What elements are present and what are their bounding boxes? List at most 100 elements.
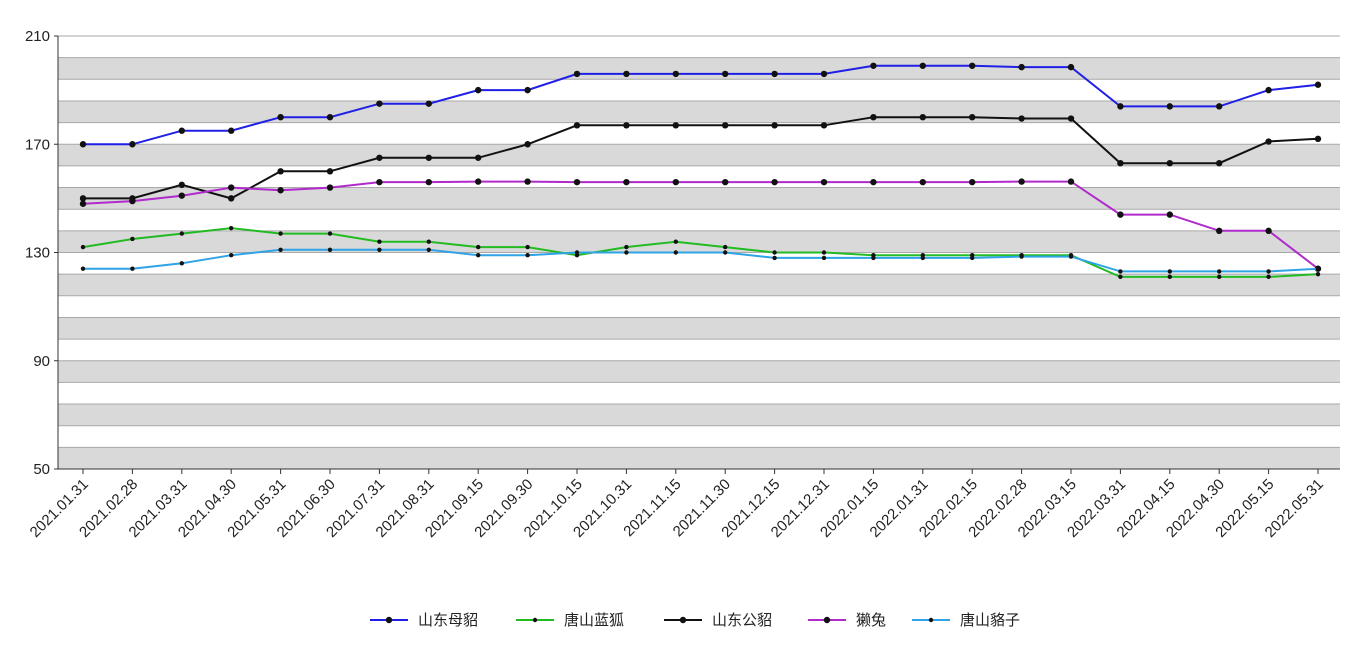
data-series (79, 62, 1322, 280)
data-point (969, 113, 976, 121)
data-point (672, 122, 679, 129)
data-point (574, 250, 580, 255)
legend-label: 唐山貉子 (960, 611, 1020, 629)
data-point (376, 154, 383, 161)
legend-marker (385, 616, 393, 624)
data-point (969, 62, 976, 69)
grid-bands (58, 57, 1340, 469)
data-point (623, 70, 630, 78)
data-point (1216, 103, 1223, 110)
data-point (475, 86, 482, 94)
data-point (475, 154, 482, 161)
data-point (525, 244, 530, 250)
data-point (871, 255, 876, 261)
legend-label: 山东母貂 (418, 611, 478, 629)
series-line (83, 64, 1319, 146)
data-point (476, 253, 481, 258)
data-point (229, 253, 234, 258)
data-point (623, 122, 630, 129)
series-line (82, 180, 1319, 270)
data-point (1068, 254, 1074, 259)
data-point (1166, 211, 1174, 218)
data-point (326, 184, 334, 191)
data-point (722, 122, 729, 129)
data-point (524, 178, 531, 185)
data-point (524, 86, 531, 94)
data-point (1118, 269, 1123, 274)
data-point (1315, 266, 1321, 271)
y-tick-label: 50 (33, 461, 50, 478)
series-line (83, 116, 1319, 200)
data-point (425, 100, 432, 107)
series-line (83, 248, 1319, 273)
data-point (821, 255, 827, 261)
data-point (475, 178, 482, 185)
grid-band (58, 57, 1340, 80)
data-point (476, 244, 481, 250)
grid-band (58, 230, 1340, 253)
x-axis: 2021.01.312021.02.282021.03.312021.04.30… (27, 468, 1340, 541)
data-point (920, 255, 925, 261)
data-point (425, 178, 432, 186)
legend-marker (532, 617, 538, 623)
data-point (178, 192, 185, 199)
data-point (672, 70, 679, 78)
data-point (1166, 159, 1174, 167)
data-point (820, 178, 828, 186)
data-point (771, 178, 778, 186)
data-point (723, 244, 728, 250)
data-point (1265, 86, 1272, 94)
data-point (1118, 274, 1123, 280)
data-point (573, 178, 581, 186)
data-point (80, 244, 86, 250)
grid-band (58, 187, 1340, 210)
y-axis: 50 90 130 170 210 (25, 28, 59, 478)
data-point (178, 181, 185, 189)
data-point (1167, 274, 1173, 280)
data-point (277, 187, 284, 194)
data-point (179, 261, 184, 266)
data-point (1018, 115, 1025, 122)
data-point (1117, 103, 1124, 110)
legend-item: 山东公貂 (664, 611, 772, 629)
data-point (1216, 227, 1223, 235)
series-group (79, 62, 1322, 148)
data-point (1067, 115, 1075, 122)
data-point (1166, 103, 1174, 110)
grid-band (58, 100, 1340, 123)
data-point (326, 168, 334, 175)
data-point (178, 127, 185, 134)
data-point (624, 250, 629, 255)
data-point (278, 247, 283, 252)
grid-band (58, 404, 1340, 426)
legend-marker (928, 617, 934, 623)
data-point (1314, 81, 1322, 88)
data-point (1117, 211, 1124, 218)
data-point (1314, 135, 1322, 143)
grid-band (58, 274, 1340, 296)
data-point (1019, 254, 1024, 259)
data-point (1067, 63, 1075, 71)
data-point (277, 168, 284, 175)
data-point (377, 239, 382, 244)
data-point (673, 250, 678, 255)
grid-band (58, 447, 1340, 469)
data-point (327, 247, 333, 252)
data-point (228, 184, 235, 191)
legend-item: 唐山蓝狐 (516, 611, 624, 629)
grid-band (58, 360, 1340, 383)
grid-band (58, 317, 1340, 340)
data-point (870, 62, 877, 69)
legend-item: 唐山貉子 (912, 611, 1020, 629)
data-point (723, 250, 728, 255)
data-point (426, 247, 431, 252)
data-point (722, 70, 729, 78)
data-point (1265, 227, 1272, 235)
data-point (771, 122, 778, 129)
series-group (79, 178, 1322, 272)
data-point (79, 200, 87, 207)
data-point (1067, 178, 1075, 185)
legend-item: 獭兔 (808, 611, 886, 629)
data-point (820, 122, 828, 129)
data-point (376, 178, 383, 186)
